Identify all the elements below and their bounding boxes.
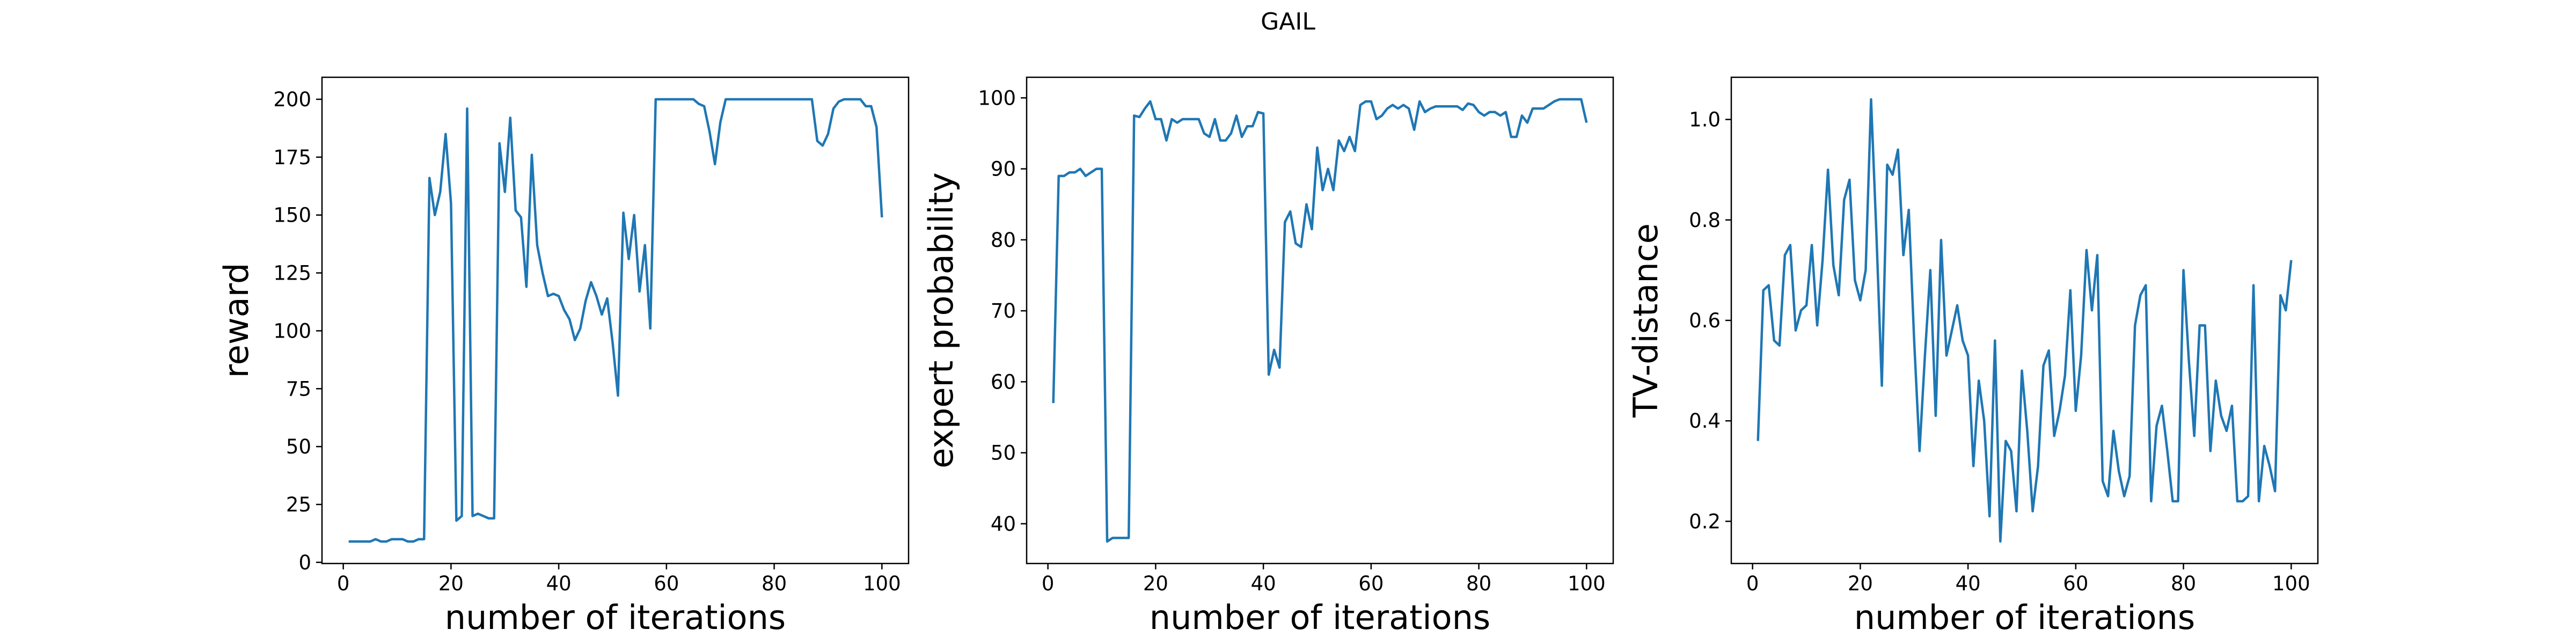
y-tick-label: 125 <box>273 262 311 285</box>
data-line <box>348 98 883 543</box>
axes-frame <box>1730 76 2319 565</box>
x-tick-label: 40 <box>1956 572 1981 595</box>
y-tick-label: 0.2 <box>1689 510 1721 533</box>
x-tick-label: 60 <box>654 572 679 595</box>
y-tick-label: 25 <box>286 493 311 516</box>
x-tick-label: 40 <box>1251 572 1276 595</box>
y-tick-label: 0.8 <box>1689 209 1721 232</box>
x-tick-label: 0 <box>1042 572 1055 595</box>
figure-title: GAIL <box>1261 8 1315 35</box>
x-tick-label: 20 <box>438 572 464 595</box>
x-tick-label: 60 <box>1358 572 1384 595</box>
data-line <box>1052 98 1588 543</box>
y-tick-label: 150 <box>273 204 311 227</box>
y-axis-label: TV-distance <box>1626 223 1665 418</box>
x-tick-label: 100 <box>863 572 901 595</box>
axes-frame <box>321 76 910 565</box>
x-axis-label: number of iterations <box>1150 598 1490 637</box>
x-tick-label: 20 <box>1848 572 1873 595</box>
x-tick-label: 80 <box>2171 572 2196 595</box>
x-tick-label: 60 <box>2063 572 2088 595</box>
y-tick-label: 1.0 <box>1689 108 1721 131</box>
y-tick-label: 50 <box>286 435 311 458</box>
x-tick-label: 80 <box>1466 572 1491 595</box>
y-tick-label: 75 <box>286 377 311 400</box>
data-line <box>1757 98 2293 543</box>
x-tick-label: 0 <box>337 572 350 595</box>
y-axis-label: expert probability <box>921 172 961 469</box>
y-tick-label: 40 <box>991 513 1016 536</box>
y-tick-label: 0.6 <box>1689 309 1721 332</box>
x-tick-label: 20 <box>1143 572 1168 595</box>
x-tick-label: 100 <box>1568 572 1606 595</box>
y-tick-label: 175 <box>273 146 311 169</box>
y-tick-label: 100 <box>273 319 311 342</box>
y-tick-label: 0 <box>298 551 311 574</box>
x-axis-label: number of iterations <box>445 598 786 637</box>
x-tick-label: 40 <box>546 572 572 595</box>
y-axis-label: reward <box>217 263 256 378</box>
y-tick-label: 80 <box>991 229 1016 252</box>
x-tick-label: 0 <box>1746 572 1759 595</box>
y-tick-label: 200 <box>273 88 311 111</box>
y-tick-label: 60 <box>991 370 1016 393</box>
y-tick-label: 100 <box>978 86 1016 109</box>
y-tick-label: 90 <box>991 158 1016 181</box>
y-tick-label: 70 <box>991 299 1016 323</box>
axes-frame <box>1026 76 1614 565</box>
y-tick-label: 50 <box>991 442 1016 465</box>
x-axis-label: number of iterations <box>1854 598 2195 637</box>
x-tick-label: 80 <box>762 572 787 595</box>
y-tick-label: 0.4 <box>1689 409 1721 433</box>
x-tick-label: 100 <box>2272 572 2310 595</box>
